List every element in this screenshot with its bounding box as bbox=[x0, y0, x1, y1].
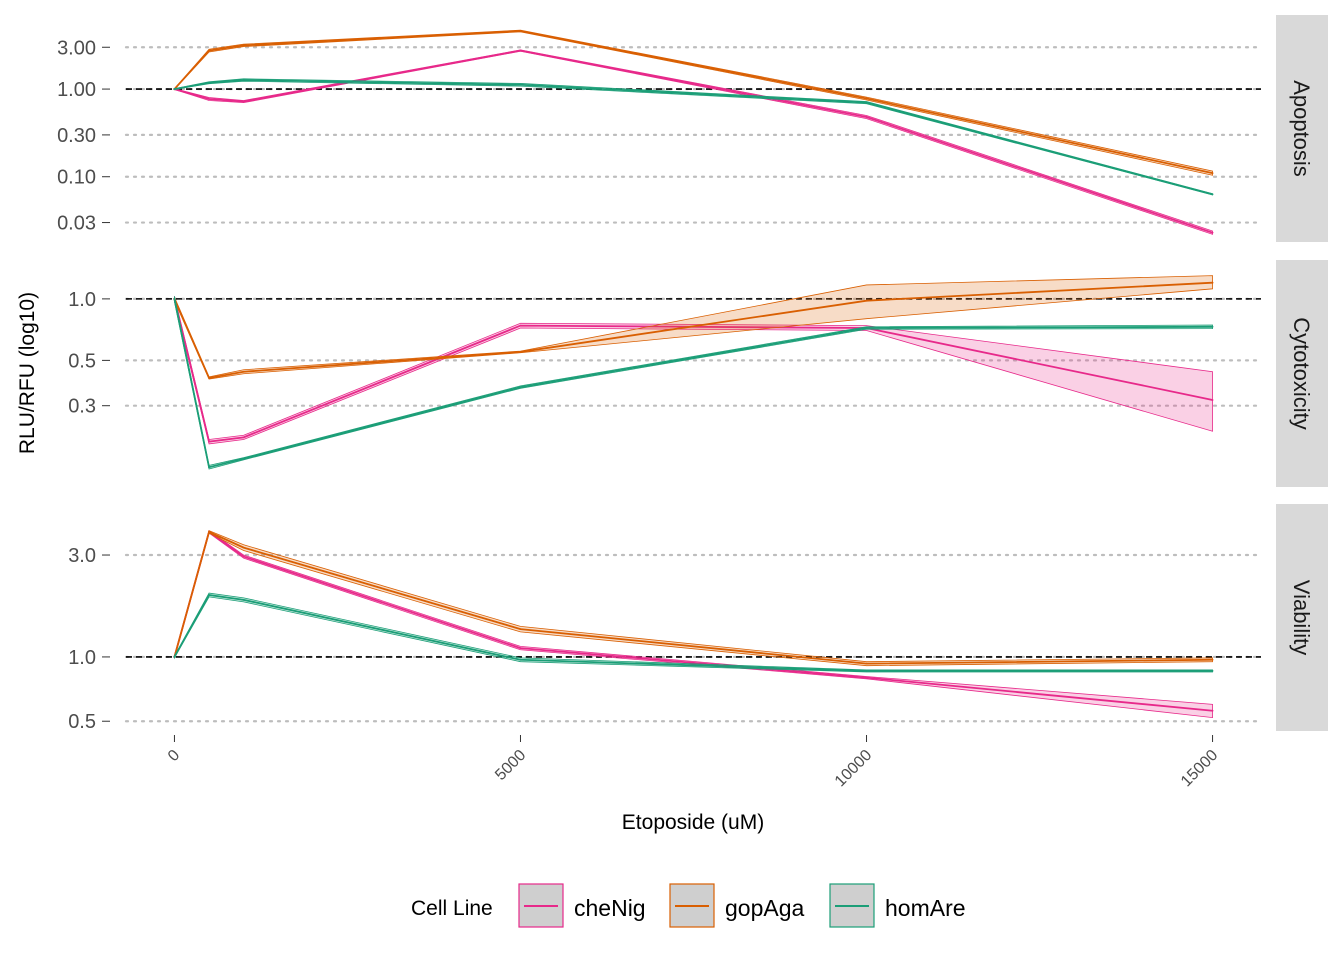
x-axis: 0 5000 10000 15000 bbox=[165, 735, 1221, 790]
series-line-cheNig bbox=[174, 49, 1213, 234]
legend: Cell Line cheNig gopAga homAre bbox=[411, 883, 966, 928]
legend-entry-homAre: homAre bbox=[829, 883, 966, 928]
data-point-homAre bbox=[173, 297, 176, 300]
data-point-gopAga bbox=[208, 377, 210, 379]
series-line-cheNig bbox=[173, 298, 1213, 443]
series-line-gopAga bbox=[173, 530, 1213, 665]
y-tick-label: 1.00 bbox=[57, 79, 96, 101]
x-tick-label: 5000 bbox=[492, 747, 529, 784]
panel-cytotoxicity: 0.3 0.5 1.0 Cytotoxicity bbox=[68, 260, 1328, 487]
x-tick-label: 10000 bbox=[832, 747, 876, 791]
series-line-homAre bbox=[173, 298, 1213, 469]
facet-strip-label: Cytotoxicity bbox=[1289, 317, 1314, 429]
data-point-cheNig bbox=[242, 436, 245, 439]
facet-strip-label: Apoptosis bbox=[1289, 80, 1314, 177]
data-point-homAre bbox=[519, 386, 522, 388]
data-point-homAre bbox=[208, 466, 210, 469]
data-point-gopAga bbox=[1211, 281, 1214, 284]
data-point-cheNig bbox=[1211, 231, 1214, 234]
data-point-cheNig bbox=[519, 324, 522, 327]
x-axis-title: Etoposide (uM) bbox=[622, 811, 764, 834]
data-point-gopAga bbox=[208, 49, 210, 52]
ribbon-homAre bbox=[174, 296, 1213, 470]
data-point-gopAga bbox=[519, 628, 522, 630]
data-point-homAre bbox=[1211, 193, 1214, 196]
panel-viability: 0.5 1.0 3.0 Viability bbox=[68, 504, 1328, 733]
data-point-homAre bbox=[519, 658, 522, 661]
y-tick-label: 0.5 bbox=[68, 350, 96, 372]
y-tick-label: 0.10 bbox=[57, 167, 96, 189]
ribbon-gopAga bbox=[174, 29, 1213, 176]
data-point-gopAga bbox=[865, 662, 868, 665]
series-line-cheNig bbox=[173, 530, 1213, 712]
data-point-gopAga bbox=[208, 530, 210, 533]
ribbon-gopAga bbox=[174, 530, 1213, 667]
data-point-homAre bbox=[1211, 670, 1214, 672]
data-point-cheNig bbox=[208, 98, 210, 100]
data-point-gopAga bbox=[242, 546, 245, 549]
facet-strip bbox=[1276, 260, 1328, 487]
data-point-gopAga bbox=[242, 370, 245, 373]
ribbon-homAre bbox=[174, 592, 1213, 673]
data-point-cheNig bbox=[1211, 709, 1214, 712]
y-axis-title: RLU/RFU (log10) bbox=[16, 292, 39, 454]
data-point-homAre bbox=[865, 101, 868, 104]
data-point-homAre bbox=[865, 327, 868, 329]
series-line-homAre bbox=[174, 79, 1213, 196]
data-point-homAre bbox=[208, 594, 210, 596]
data-point-homAre bbox=[1211, 325, 1214, 328]
y-tick-label: 1.0 bbox=[68, 289, 96, 311]
data-point-cheNig bbox=[519, 647, 522, 649]
data-point-gopAga bbox=[519, 30, 522, 32]
data-point-homAre bbox=[865, 670, 868, 672]
x-tick-label: 15000 bbox=[1178, 747, 1222, 791]
data-point-gopAga bbox=[519, 351, 522, 353]
data-point-homAre bbox=[242, 598, 245, 601]
data-point-cheNig bbox=[242, 555, 245, 558]
data-point-gopAga bbox=[865, 97, 868, 100]
legend-entry-gopAga: gopAga bbox=[669, 883, 805, 928]
data-point-homAre bbox=[242, 457, 245, 460]
data-point-gopAga bbox=[242, 44, 245, 47]
ribbon-cheNig bbox=[174, 49, 1213, 235]
legend-entry-cheNig: cheNig bbox=[518, 883, 646, 928]
legend-label: gopAga bbox=[725, 895, 805, 921]
y-tick-label: 0.03 bbox=[57, 213, 96, 235]
panel-apoptosis: 0.03 0.10 0.30 1.00 3.00 Apoptosis bbox=[57, 15, 1328, 242]
data-point-gopAga bbox=[865, 299, 868, 302]
ribbon-cheNig bbox=[174, 530, 1213, 719]
y-tick-label: 3.0 bbox=[68, 545, 96, 567]
data-point-cheNig bbox=[242, 100, 245, 103]
data-point-cheNig bbox=[519, 49, 522, 52]
data-point-homAre bbox=[519, 83, 522, 86]
facet-strip bbox=[1276, 15, 1328, 242]
facet-strip-label: Viability bbox=[1289, 580, 1314, 655]
data-point-cheNig bbox=[1211, 399, 1214, 401]
series-line-homAre bbox=[173, 594, 1213, 672]
series-line-gopAga bbox=[173, 30, 1213, 174]
data-point-homAre bbox=[173, 88, 176, 90]
data-point-cheNig bbox=[208, 440, 210, 443]
y-tick-label: 3.00 bbox=[57, 37, 96, 59]
legend-label: cheNig bbox=[574, 895, 646, 921]
data-point-gopAga bbox=[1211, 658, 1214, 661]
data-point-homAre bbox=[242, 79, 245, 81]
y-tick-label: 1.0 bbox=[68, 647, 96, 669]
x-tick-label: 0 bbox=[165, 747, 183, 765]
panels-layer: 0.03 0.10 0.30 1.00 3.00 Apoptosis 0.3 0.5 1.0 Cy… bbox=[57, 15, 1328, 733]
facet-strip bbox=[1276, 504, 1328, 731]
legend-title: Cell Line bbox=[411, 897, 493, 920]
data-point-homAre bbox=[173, 656, 176, 658]
data-point-gopAga bbox=[1211, 172, 1214, 174]
data-point-cheNig bbox=[865, 676, 868, 679]
y-tick-label: 0.30 bbox=[57, 125, 96, 147]
y-tick-label: 0.5 bbox=[68, 711, 96, 733]
y-tick-label: 0.3 bbox=[68, 396, 96, 418]
data-point-homAre bbox=[208, 81, 210, 84]
ribbon-gopAga bbox=[174, 275, 1213, 380]
data-point-cheNig bbox=[865, 116, 868, 118]
series-line-gopAga bbox=[173, 281, 1213, 380]
legend-label: homAre bbox=[885, 895, 966, 921]
